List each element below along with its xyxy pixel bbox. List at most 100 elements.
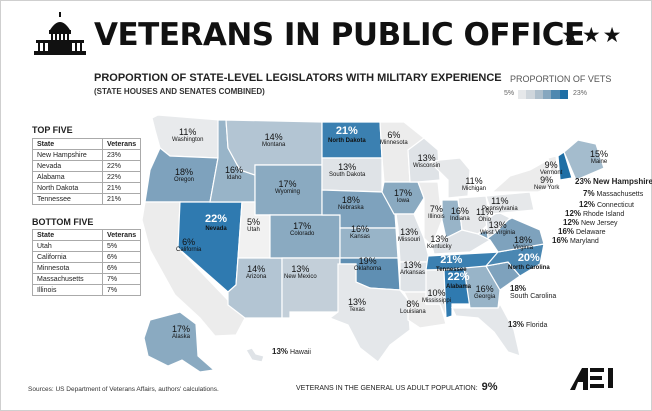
aei-logo-text: AEI [615, 389, 617, 392]
label-arizona: 14% Arizona [246, 264, 267, 281]
bottom-five-title: BOTTOM FIVE [32, 217, 94, 227]
table-cell: 6% [101, 251, 142, 263]
label-kansas: 16% Kansas [350, 224, 371, 241]
table-cell: Tennessee [32, 193, 103, 205]
table-header-row: State Veterans [32, 138, 142, 150]
table-row: North Dakota 21% [32, 182, 142, 194]
table-cell: 21% [101, 182, 142, 194]
state-alaska [143, 311, 216, 373]
state-maine [563, 139, 605, 181]
table-row: California 6% [32, 251, 142, 263]
label-tennessee: 21% Tennessee [436, 254, 467, 273]
table-cell: Minnesota [32, 262, 103, 274]
table-row: Tennessee 21% [32, 193, 142, 205]
stars-decoration: ★★★ [561, 24, 624, 47]
state-pennsylvania [485, 191, 535, 215]
label-florida: 13% Florida [508, 320, 548, 329]
table-cell: 7% [101, 284, 142, 296]
label-pennsylvania: 11% Pennsylvania [482, 196, 518, 213]
aei-logo: AEI [570, 368, 617, 392]
legend-min: 5% [504, 90, 515, 97]
label-new-mexico: 13% New Mexico [284, 264, 317, 281]
label-california: 6% California [176, 237, 202, 254]
label-maryland: 16% Maryland [552, 236, 599, 245]
table-header: State [32, 138, 103, 150]
table-cell: 22% [101, 171, 142, 183]
label-idaho: 16% Idaho [225, 165, 244, 182]
legend-swatch [534, 90, 543, 99]
label-wyoming: 17% Wyoming [275, 179, 300, 196]
label-montana: 14% Montana [262, 132, 286, 149]
state-hawaii [245, 347, 265, 363]
legend-swatch [518, 90, 527, 99]
legend-title: PROPORTION OF VETS [510, 74, 612, 84]
table-row: New Hampshire 23% [32, 149, 142, 161]
table-cell: Massachusetts [32, 273, 103, 285]
legend-swatch [526, 90, 535, 99]
label-texas: 13% Texas [348, 297, 367, 314]
label-minnesota: 6% Minnesota [380, 130, 408, 147]
state-new-hampshire [557, 151, 573, 181]
label-north-carolina: 20% North Carolina [508, 252, 550, 271]
label-delaware: 16% Delaware [558, 227, 606, 236]
label-new-york: 9% New York [534, 175, 560, 192]
table-cell: 22% [101, 160, 142, 172]
state-michigan [428, 157, 471, 199]
table-cell: Illinois [32, 284, 103, 296]
label-rhode-island: 12% Rhode Island [565, 209, 625, 218]
top-five-title: TOP FIVE [32, 125, 73, 135]
label-ohio: 11% Ohio [476, 207, 494, 224]
state-texas [328, 263, 411, 363]
table-cell: 5% [101, 240, 142, 252]
source-note: Sources: US Department of Veterans Affai… [28, 386, 219, 393]
table-row: Nevada 22% [32, 160, 142, 172]
label-hawaii: 13% Hawaii [272, 347, 311, 356]
label-alaska: 17% Alaska [172, 324, 191, 341]
label-wisconsin: 13% Wisconsin [413, 153, 441, 170]
table-cell: New Hampshire [32, 149, 103, 161]
state-georgia [463, 265, 501, 309]
label-arkansas: 13% Arkansas [400, 260, 426, 277]
label-nevada: 22% Nevada [205, 213, 228, 232]
table-row: Utah 5% [32, 240, 142, 252]
label-colorado: 17% Colorado [290, 221, 315, 238]
label-north-dakota: 21% North Dakota [328, 125, 366, 144]
table-row: Alabama 22% [32, 171, 142, 183]
page-title: VETERANS IN PUBLIC OFFICE [94, 17, 585, 53]
label-south-carolina: 18% South Carolina [510, 284, 557, 300]
table-cell: 7% [101, 273, 142, 285]
label-connecticut: 12% Connecticut [579, 200, 634, 209]
label-indiana: 16% Indiana [450, 206, 470, 223]
table-cell: California [32, 251, 103, 263]
subtitle-note: (STATE HOUSES AND SENATES COMBINED) [94, 87, 265, 96]
table-cell: 23% [101, 149, 142, 161]
subtitle: PROPORTION OF STATE-LEVEL LEGISLATORS WI… [94, 72, 502, 84]
state-ohio [457, 195, 491, 235]
table-cell: Alabama [32, 171, 103, 183]
table-header: Veterans [101, 138, 142, 150]
label-nebraska: 18% Nebraska [338, 195, 364, 212]
label-vermont: 9% Vermont [540, 160, 563, 177]
label-illinois: 7% Illinois [428, 204, 445, 221]
table-row: Minnesota 6% [32, 262, 142, 274]
legend-max: 23% [573, 90, 588, 97]
table-header: Veterans [101, 229, 142, 241]
capitol-icon [34, 12, 86, 55]
table-header-row: State Veterans [32, 229, 142, 241]
label-south-dakota: 13% South Dakota [329, 162, 366, 179]
label-missouri: 13% Missouri [398, 227, 421, 244]
top-five-table: State Veterans New Hampshire 23% Nevada 22… [32, 138, 142, 205]
label-oregon: 18% Oregon [174, 167, 195, 184]
table-header: State [32, 229, 103, 241]
label-washington: 11% Washington [172, 127, 204, 144]
state-new-york [490, 159, 553, 193]
table-cell: Nevada [32, 160, 103, 172]
label-new-jersey: 12% New Jersey [563, 218, 618, 227]
legend-swatch [551, 90, 560, 99]
table-row: Massachusetts 7% [32, 273, 142, 285]
label-west-virginia: 13% West Virginia [480, 220, 516, 237]
state-florida [451, 302, 521, 357]
legend-color-bar [518, 90, 568, 99]
population-footnote: VETERANS IN THE GENERAL US ADULT POPULAT… [296, 381, 498, 393]
label-iowa: 17% Iowa [394, 188, 413, 205]
